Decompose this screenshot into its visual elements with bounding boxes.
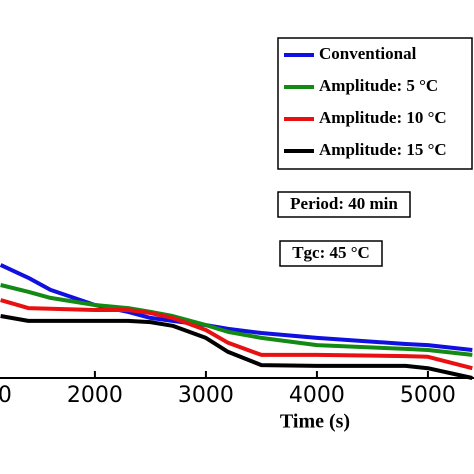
x-tick-label: 4000 [289,383,345,408]
x-axis-label: Time (s) [280,411,350,433]
legend-label: Conventional [319,44,417,63]
legend [277,37,473,170]
legend-label: Amplitude: 10 °C [319,108,447,127]
legend-label: Amplitude: 15 °C [319,140,447,159]
series-line [0,314,473,380]
series-line [0,283,473,357]
x-tick-label: 1000 [0,383,12,408]
x-tick-label: 3000 [178,383,234,408]
x-tick-label: 5000 [400,383,456,408]
annotation: Period: 40 min [290,194,398,213]
legend-label: Amplitude: 5 °C [319,76,438,95]
series-line [0,298,473,371]
annotation-box [279,240,383,267]
x-tick-label: 2000 [67,383,123,408]
annotation-box [277,191,411,218]
annotation: Tgc: 45 °C [292,243,370,262]
